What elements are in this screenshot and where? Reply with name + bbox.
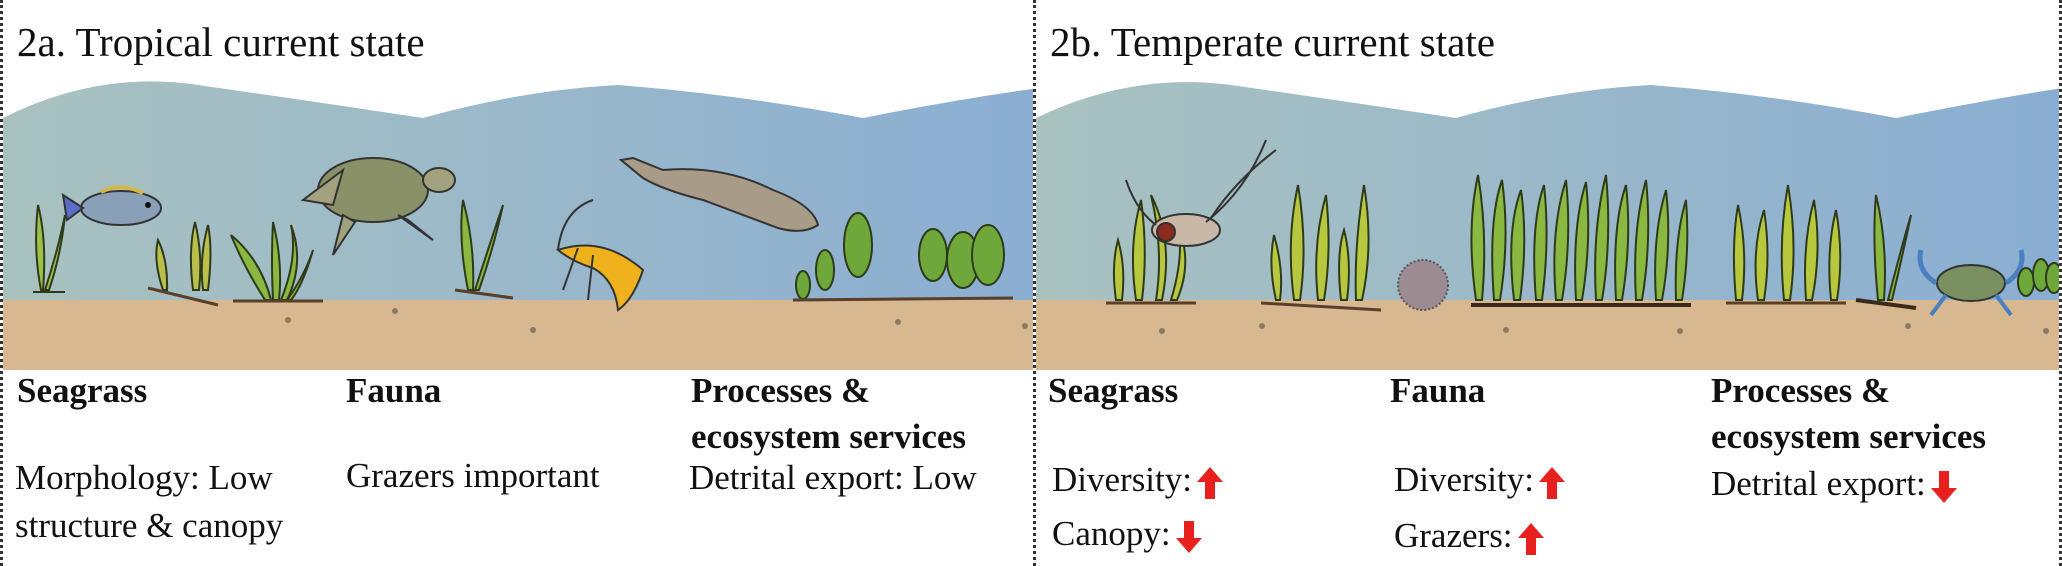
processes-header-line2: ecosystem services xyxy=(1711,417,1987,456)
fauna-item: Grazers: xyxy=(1394,512,1545,560)
dugong-illustration xyxy=(618,156,820,232)
fauna-item: Diversity: xyxy=(1394,456,1566,504)
water-surface xyxy=(1036,82,2059,300)
seagrass-plant xyxy=(33,204,66,293)
seagrass-plant xyxy=(792,212,1014,302)
seagrass-plant xyxy=(1106,194,1196,305)
seagrass-meadow xyxy=(1470,174,1691,307)
arrow-up-icon xyxy=(1517,522,1544,555)
fauna-header: Fauna xyxy=(1390,371,1486,410)
seagrass-header: Seagrass xyxy=(1048,371,1179,410)
lobster-illustration xyxy=(1125,139,1277,247)
arrow-up-icon xyxy=(1538,466,1565,499)
seagrass-plant xyxy=(147,221,219,307)
seagrass-plant xyxy=(1260,184,1382,312)
tropical-scene-illustration xyxy=(3,81,1033,370)
sea-turtle-illustration xyxy=(300,157,456,256)
sediment xyxy=(1036,300,2059,370)
processes-header: Processes & ecosystem services xyxy=(1711,368,1986,460)
processes-item-label: Detrital export: xyxy=(1711,464,1926,503)
processes-header: Processes & ecosystem services xyxy=(691,368,966,460)
sea-urchin-illustration xyxy=(1397,259,1449,311)
fauna-item-label: Diversity: xyxy=(1394,460,1534,499)
arrow-down-icon xyxy=(1175,520,1202,553)
processes-item: Detrital export: xyxy=(1711,460,1958,508)
surgeonfish-illustration xyxy=(61,185,162,226)
fauna-header: Fauna xyxy=(346,371,442,410)
arrow-down-icon xyxy=(1930,470,1957,503)
processes-text: Detrital export: Low xyxy=(689,454,977,502)
seagrass-plant xyxy=(2017,258,2059,297)
processes-header-line2: ecosystem services xyxy=(691,417,967,456)
panel-title: 2a. Tropical current state xyxy=(17,19,425,65)
panel-tropical: 2a. Tropical current state Seagrass Faun… xyxy=(0,0,1036,566)
seagrass-item: Canopy: xyxy=(1052,510,1203,558)
blue-crab-illustration xyxy=(1917,249,2025,317)
arrow-up-icon xyxy=(1196,466,1223,499)
temperate-scene-illustration xyxy=(1036,82,2059,370)
processes-line: Detrital export: Low xyxy=(689,458,977,497)
panel-temperate: 2b. Temperate current state Seagrass Fau… xyxy=(1036,0,2062,566)
seagrass-plant xyxy=(454,199,514,300)
seagrass-item-label: Diversity: xyxy=(1052,460,1192,499)
seagrass-plant xyxy=(1855,194,1917,310)
seagrass-line: Morphology: Low xyxy=(15,458,273,497)
water-surface xyxy=(3,81,1033,300)
seagrass-plant xyxy=(1726,184,1846,305)
fauna-line: Grazers important xyxy=(346,456,600,495)
seagrass-plant xyxy=(230,221,323,303)
seagrass-text: Morphology: Low structure & canopy xyxy=(15,454,283,550)
seagrass-item: Diversity: xyxy=(1052,456,1224,504)
processes-header-line1: Processes & xyxy=(691,371,871,410)
panel-title: 2b. Temperate current state xyxy=(1050,19,1495,65)
shrimp-illustration xyxy=(555,199,645,312)
seagrass-line: structure & canopy xyxy=(15,506,284,545)
fauna-text: Grazers important xyxy=(346,452,600,500)
seagrass-header: Seagrass xyxy=(17,371,148,410)
sediment xyxy=(3,300,1033,370)
processes-header-line1: Processes & xyxy=(1711,371,1891,410)
seagrass-item-label: Canopy: xyxy=(1052,514,1171,553)
fauna-item-label: Grazers: xyxy=(1394,516,1513,555)
